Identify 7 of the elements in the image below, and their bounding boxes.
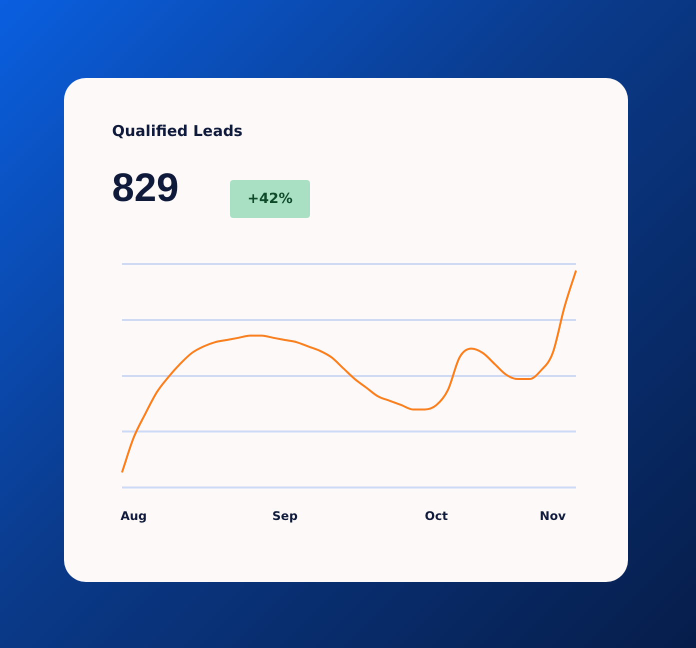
x-tick-label: Aug	[120, 508, 147, 523]
text: 829	[112, 166, 179, 211]
x-tick-label: Oct	[424, 508, 448, 523]
text: +42%	[230, 180, 310, 218]
x-tick-label: Sep	[272, 508, 298, 523]
x-tick-label: Nov	[540, 508, 566, 523]
chart-title: Qualified Leads	[112, 122, 243, 140]
